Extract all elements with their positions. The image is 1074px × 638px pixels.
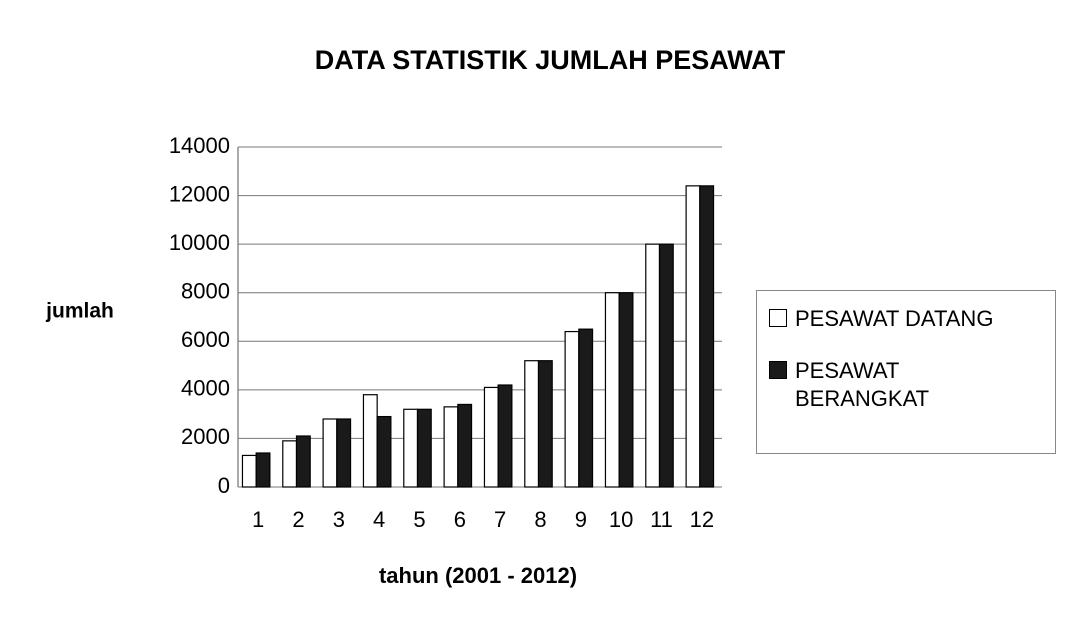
x-tick-label: 8 — [534, 507, 546, 532]
bar — [457, 403, 473, 488]
x-tick-label: 2 — [292, 507, 304, 532]
bar — [362, 394, 378, 488]
legend-label: PESAWAT DATANG — [795, 306, 994, 331]
bar — [322, 418, 338, 488]
x-tick-label: 1 — [252, 507, 264, 532]
y-tick-label: 6000 — [181, 327, 230, 352]
bar — [497, 384, 513, 488]
bar — [282, 440, 298, 488]
bar — [537, 360, 553, 488]
x-tick-label: 3 — [333, 507, 345, 532]
x-tick-label: 6 — [454, 507, 466, 532]
x-tick-label: 5 — [413, 507, 425, 532]
bar — [483, 386, 499, 488]
y-tick-label: 12000 — [169, 181, 230, 206]
bar — [255, 452, 271, 488]
bar — [524, 360, 540, 488]
y-tick-label: 0 — [218, 473, 230, 498]
bar — [604, 292, 620, 488]
chart-title: DATA STATISTIK JUMLAH PESAWAT — [315, 45, 786, 75]
bar — [241, 454, 257, 488]
y-tick-label: 14000 — [169, 133, 230, 158]
bar — [699, 185, 715, 488]
x-axis-label: tahun (2001 - 2012) — [379, 563, 577, 588]
x-tick-label: 4 — [373, 507, 385, 532]
x-tick-label: 7 — [494, 507, 506, 532]
y-axis-label: jumlah — [45, 300, 114, 323]
legend-swatch — [769, 361, 787, 379]
legend: PESAWAT DATANG PESAWAT BERANGKAT — [756, 290, 1056, 454]
y-tick-label: 10000 — [169, 230, 230, 255]
bar — [618, 292, 634, 488]
legend-label: PESAWAT BERANGKAT — [795, 358, 930, 411]
x-tick-label: 10 — [609, 507, 633, 532]
bar — [578, 328, 594, 488]
bar — [336, 418, 352, 488]
bar — [376, 415, 392, 488]
bar — [443, 406, 459, 488]
bar — [658, 243, 674, 488]
x-tick-label: 11 — [650, 507, 673, 532]
legend-swatch — [769, 309, 787, 327]
y-tick-label: 8000 — [181, 279, 230, 304]
y-tick-label: 4000 — [181, 376, 230, 401]
bar — [416, 408, 432, 488]
legend-item: PESAWAT DATANG — [765, 305, 1047, 333]
x-tick-label: 9 — [575, 507, 587, 532]
y-tick-label: 2000 — [181, 424, 230, 449]
bar — [564, 330, 580, 488]
bar — [645, 243, 661, 488]
bar — [685, 185, 701, 488]
bar — [403, 408, 419, 488]
legend-item: PESAWAT BERANGKAT — [765, 357, 1047, 413]
x-tick-label: 12 — [690, 507, 714, 532]
bar — [295, 435, 311, 488]
